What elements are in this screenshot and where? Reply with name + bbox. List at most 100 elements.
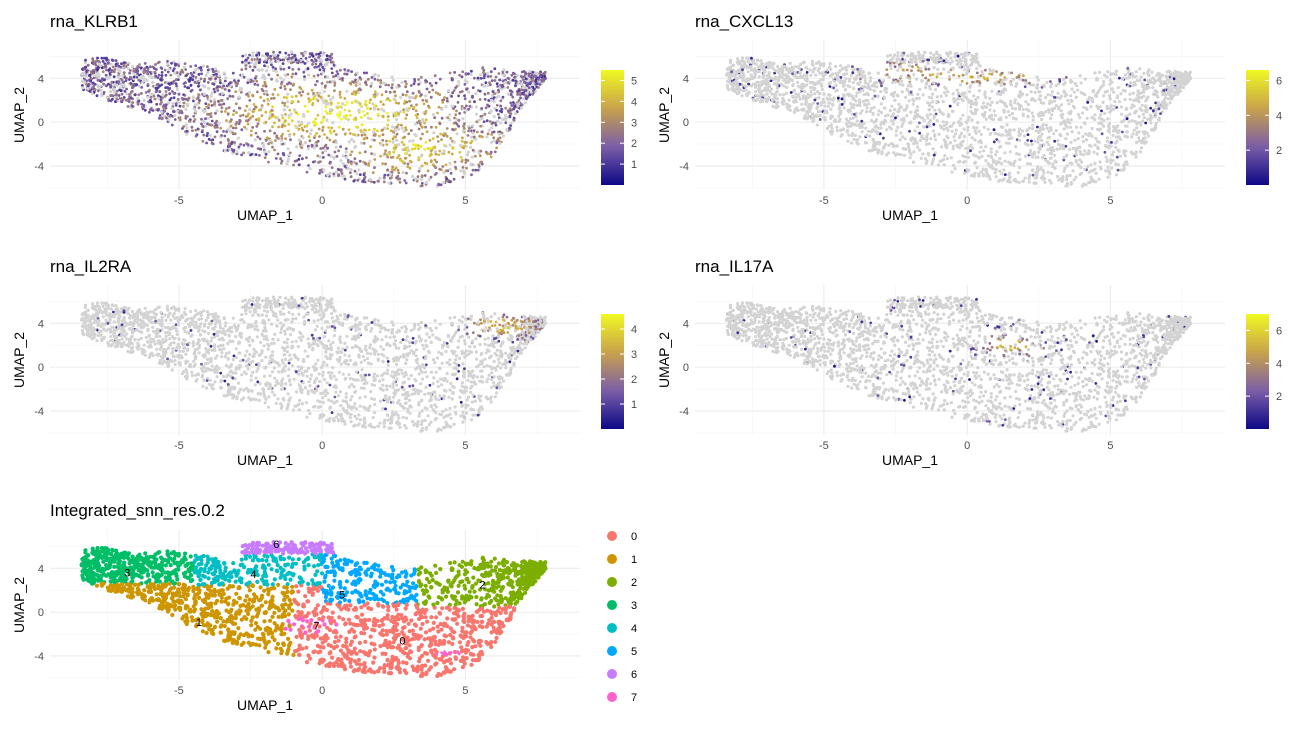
expression-point: [316, 139, 320, 143]
cell-point: [1108, 82, 1112, 86]
expression-point: [97, 89, 100, 93]
cell-point: [1107, 94, 1112, 98]
expression-point: [301, 90, 305, 94]
cell-point: [1173, 93, 1177, 97]
expression-point: [120, 78, 124, 82]
expression-point: [281, 101, 284, 105]
cell-point: [1142, 71, 1146, 76]
cell-point: [811, 85, 815, 90]
expression-point: [391, 137, 395, 141]
expression-point: [328, 138, 332, 142]
expression-point: [492, 130, 496, 134]
cell-point: [891, 143, 895, 147]
cell-point: [185, 126, 189, 130]
expression-point: [180, 96, 184, 100]
cell-point: [329, 98, 333, 102]
expression-point: [423, 112, 427, 116]
cell-point: [204, 73, 208, 77]
expression-point: [229, 120, 233, 123]
cell-point: [757, 87, 761, 91]
cell-point: [267, 150, 271, 154]
expression-point: [270, 97, 273, 100]
expression-point: [255, 90, 259, 94]
cell-point: [962, 134, 967, 139]
expression-point: [255, 53, 258, 57]
expression-point: [189, 89, 193, 93]
cell-point: [391, 140, 395, 144]
cell-point: [842, 106, 846, 110]
cell-point: [990, 100, 994, 104]
cell-point: [204, 124, 208, 128]
cell-point: [1062, 77, 1066, 82]
cell-point: [467, 90, 471, 94]
expression-point: [281, 142, 285, 146]
cell-point: [1110, 87, 1114, 91]
cell-point: [1065, 184, 1069, 188]
cell-point: [1117, 129, 1121, 133]
expression-point: [174, 82, 178, 86]
cell-point: [450, 104, 454, 108]
expression-point: [312, 60, 315, 64]
expression-point: [440, 138, 443, 142]
cell-point: [829, 107, 833, 111]
expression-point: [173, 62, 177, 66]
cell-point: [865, 91, 870, 95]
cell-point: [1116, 148, 1120, 152]
cell-point: [173, 113, 177, 118]
expression-point: [352, 80, 356, 84]
cell-point: [1071, 169, 1075, 173]
expression-point: [197, 73, 201, 76]
cell-point: [1045, 80, 1049, 85]
cell-point: [1076, 163, 1080, 167]
expression-point: [486, 103, 489, 107]
expression-point: [358, 159, 362, 163]
expression-point: [242, 151, 246, 155]
cell-point: [1027, 175, 1031, 179]
cell-point: [741, 89, 746, 93]
expression-point: [188, 119, 191, 123]
expression-point: [369, 84, 373, 88]
expression-point: [275, 56, 278, 60]
cell-point: [1063, 166, 1067, 170]
expression-point: [271, 65, 275, 69]
expression-point: [491, 121, 495, 125]
cell-point: [1007, 141, 1011, 145]
cell-point: [1055, 147, 1059, 151]
expression-point: [168, 114, 172, 118]
expression-point: [348, 132, 352, 135]
cell-point: [248, 90, 252, 95]
cell-point: [503, 80, 508, 84]
expression-point: [321, 146, 325, 150]
expression-point: [394, 111, 397, 115]
cell-point: [350, 137, 354, 142]
expression-point: [873, 94, 877, 98]
cell-point: [851, 68, 855, 72]
expression-point: [316, 73, 320, 77]
expression-point: [347, 69, 350, 72]
expression-point: [468, 104, 472, 108]
cell-point: [448, 161, 452, 165]
expression-point: [258, 153, 261, 157]
expression-point: [1151, 109, 1155, 113]
expression-point: [517, 99, 521, 102]
cell-point: [448, 113, 452, 117]
expression-point: [163, 68, 167, 72]
cell-point: [909, 120, 913, 124]
cell-point: [850, 141, 854, 145]
cell-point: [855, 91, 859, 95]
cell-point: [1179, 74, 1183, 78]
cell-point: [1035, 75, 1039, 79]
cell-point: [256, 68, 260, 72]
expression-point: [461, 70, 465, 74]
cell-point: [195, 102, 199, 106]
expression-point: [398, 84, 401, 88]
expression-point: [226, 112, 230, 116]
expression-point: [988, 72, 991, 76]
expression-point: [369, 117, 373, 121]
cell-point: [940, 145, 944, 149]
cell-point: [889, 114, 894, 119]
cell-point: [1010, 106, 1015, 110]
cell-point: [982, 115, 986, 119]
expression-point: [214, 111, 217, 115]
expression-point: [143, 62, 147, 65]
